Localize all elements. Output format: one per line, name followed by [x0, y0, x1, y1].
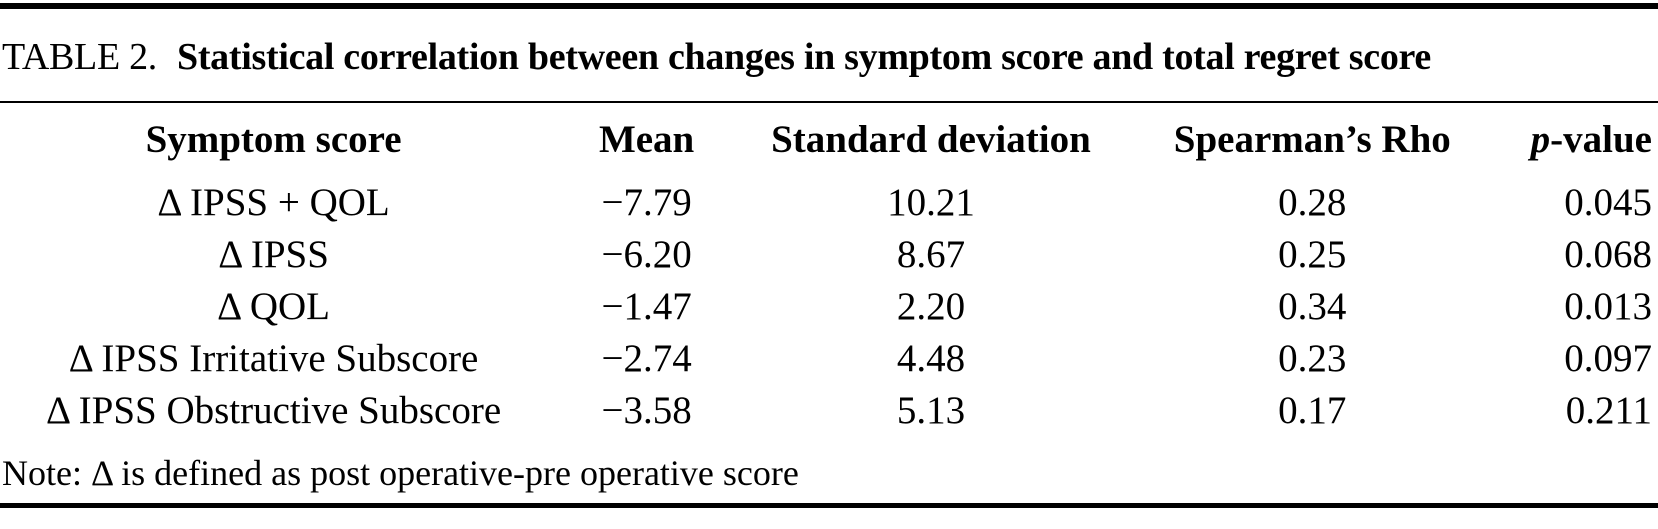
- table-cell-spearmans-rho: 0.23: [1278, 337, 1347, 381]
- header-separator-rule: [0, 100, 1658, 103]
- column-header-p-value: p-value: [1509, 103, 1658, 177]
- table-cell-p-value: 0.045: [1564, 181, 1652, 225]
- table-caption-title: Statistical correlation between changes …: [176, 36, 1431, 78]
- p-value-rest: -value: [1550, 118, 1652, 162]
- table-cell-mean: −6.20: [601, 233, 692, 277]
- table-note: Note: Δ is defined as post operative-pre…: [2, 452, 799, 493]
- top-rule: [0, 3, 1658, 9]
- table-cell-standard-deviation: 5.13: [896, 389, 966, 433]
- table-cell-symptom-score: Δ IPSS: [218, 233, 329, 277]
- table-row: Δ IPSS Irritative Subscore −2.74 4.48 0.…: [0, 333, 1658, 385]
- column-header-standard-deviation: Standard deviation: [771, 118, 1091, 162]
- table-cell-p-value: 0.068: [1564, 233, 1652, 277]
- table-cell-spearmans-rho: 0.28: [1278, 181, 1347, 225]
- table-cell-p-value: 0.097: [1564, 337, 1652, 381]
- table-cell-mean: −7.79: [601, 181, 692, 225]
- p-value-italic-p: p: [1530, 118, 1551, 162]
- statistics-table: Symptom score Mean Standard deviation Sp…: [0, 103, 1658, 437]
- table-row: Δ IPSS Obstructive Subscore −3.58 5.13 0…: [0, 385, 1658, 437]
- table-cell-spearmans-rho: 0.25: [1278, 233, 1347, 277]
- table-cell-p-value: 0.211: [1565, 389, 1652, 433]
- table-cell-p-value: 0.013: [1564, 285, 1652, 329]
- table-row: Δ QOL −1.47 2.20 0.34 0.013: [0, 281, 1658, 333]
- table-cell-spearmans-rho: 0.34: [1278, 285, 1347, 329]
- table-cell-mean: −2.74: [601, 337, 692, 381]
- bottom-rule: [0, 503, 1658, 509]
- table-cell-symptom-score: Δ QOL: [217, 285, 330, 329]
- table-cell-standard-deviation: 2.20: [896, 285, 966, 329]
- table-cell-standard-deviation: 4.48: [896, 337, 966, 381]
- table-cell-spearmans-rho: 0.17: [1278, 389, 1347, 433]
- column-header-symptom-score: Symptom score: [145, 118, 402, 162]
- table-cell-mean: −3.58: [601, 389, 692, 433]
- table-cell-standard-deviation: 10.21: [887, 181, 975, 225]
- column-header-spearmans-rho: Spearman’s Rho: [1173, 118, 1451, 162]
- table-caption: TABLE 2. Statistical correlation between …: [0, 9, 1658, 101]
- column-header-mean: Mean: [598, 118, 695, 162]
- table-row: Δ IPSS −6.20 8.67 0.25 0.068: [0, 229, 1658, 281]
- table-cell-standard-deviation: 8.67: [896, 233, 966, 277]
- table-cell-symptom-score: Δ IPSS + QOL: [157, 181, 390, 225]
- table-cell-symptom-score: Δ IPSS Irritative Subscore: [68, 337, 479, 381]
- table-cell-symptom-score: Δ IPSS Obstructive Subscore: [45, 389, 502, 433]
- header-row: Symptom score Mean Standard deviation Sp…: [0, 103, 1658, 177]
- table-caption-label: TABLE 2.: [2, 36, 157, 78]
- table-cell-mean: −1.47: [601, 285, 692, 329]
- table-row: Δ IPSS + QOL −7.79 10.21 0.28 0.045: [0, 177, 1658, 229]
